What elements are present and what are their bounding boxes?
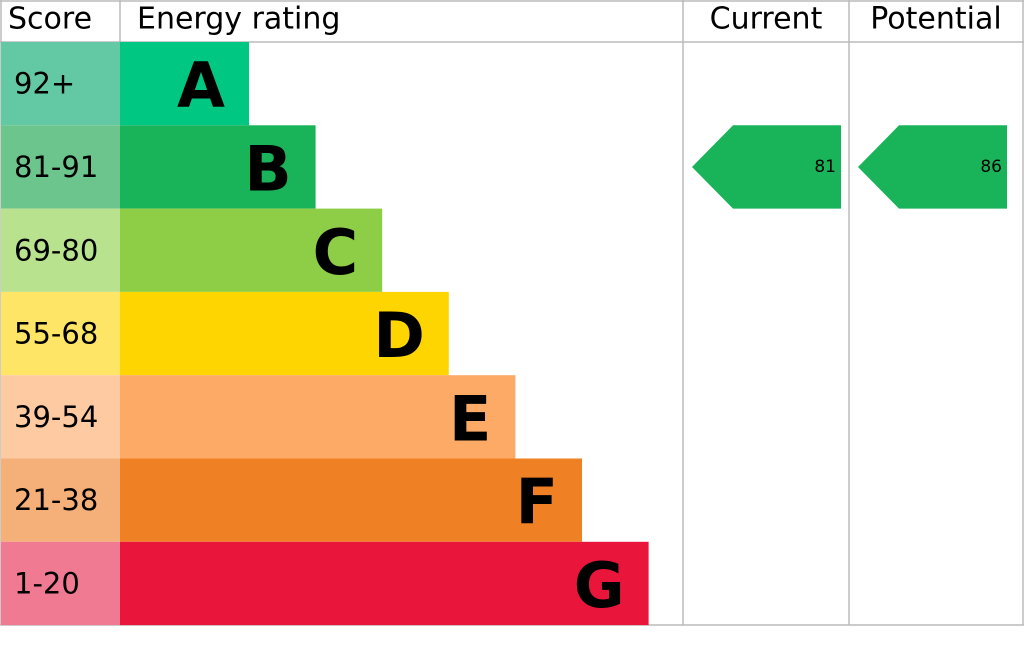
potential-value: 86: [980, 157, 1002, 177]
rating-letter: D: [373, 299, 424, 372]
score-cell: [1, 291, 120, 376]
rating-bar: [120, 42, 249, 126]
rating-letter: C: [313, 216, 359, 289]
current-arrow: [692, 125, 841, 209]
score-cell: [1, 375, 120, 459]
rating-letter: G: [574, 549, 625, 622]
rating-bar: [120, 291, 449, 376]
score-cell: [1, 125, 120, 209]
score-cell: [1, 541, 120, 626]
score-cell: [1, 208, 120, 292]
score-label: 55-68: [14, 317, 98, 351]
rating-bar: [120, 458, 582, 542]
rating-letter: A: [177, 49, 225, 122]
header-rating: Energy rating: [137, 2, 340, 37]
score-label: 1-20: [14, 566, 80, 600]
score-cell: [1, 42, 120, 126]
score-label: 69-80: [14, 233, 98, 267]
rating-bar: [120, 208, 383, 292]
score-label: 81-91: [14, 150, 98, 184]
potential-arrow: [858, 125, 1007, 209]
current-value: 81: [814, 157, 836, 177]
rating-bar: [120, 375, 516, 459]
score-label: 39-54: [14, 400, 98, 434]
rating-bar: [120, 125, 316, 209]
score-cell: [1, 458, 120, 542]
rating-letter: F: [516, 466, 558, 539]
header-potential: Potential: [870, 2, 1001, 37]
rating-letter: B: [244, 132, 291, 205]
header-current: Current: [710, 2, 823, 37]
score-label: 21-38: [14, 483, 98, 517]
score-label: 92+: [14, 67, 75, 101]
rating-bar: [120, 541, 649, 626]
rating-letter: E: [449, 382, 491, 455]
header-score: Score: [8, 2, 92, 37]
